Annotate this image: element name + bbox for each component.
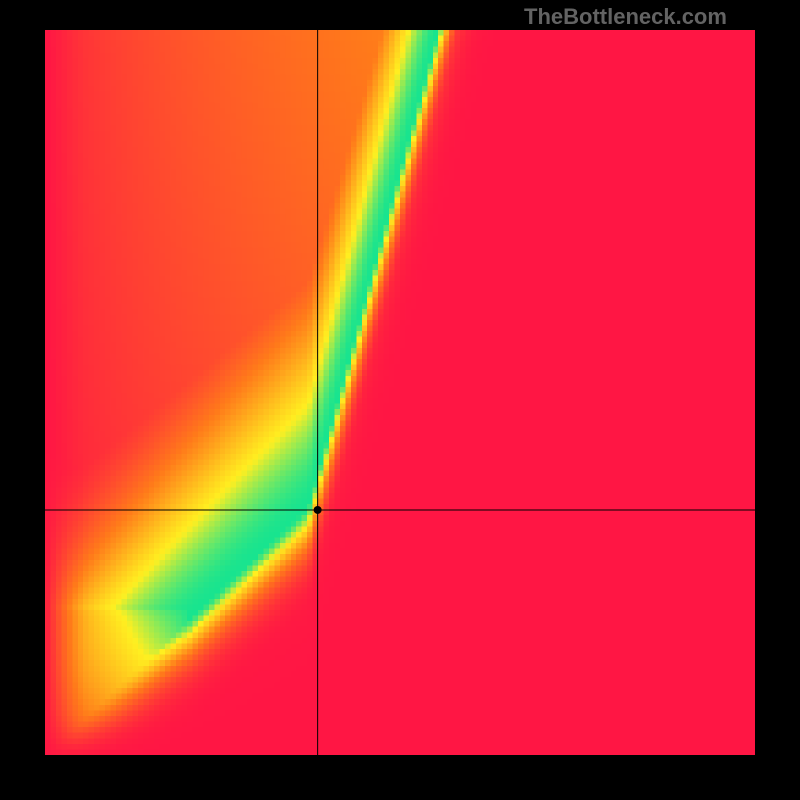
chart-container: TheBottleneck.com: [0, 0, 800, 800]
overlay-svg: [0, 0, 800, 800]
watermark-text: TheBottleneck.com: [524, 4, 727, 30]
crosshair-marker: [314, 506, 322, 514]
